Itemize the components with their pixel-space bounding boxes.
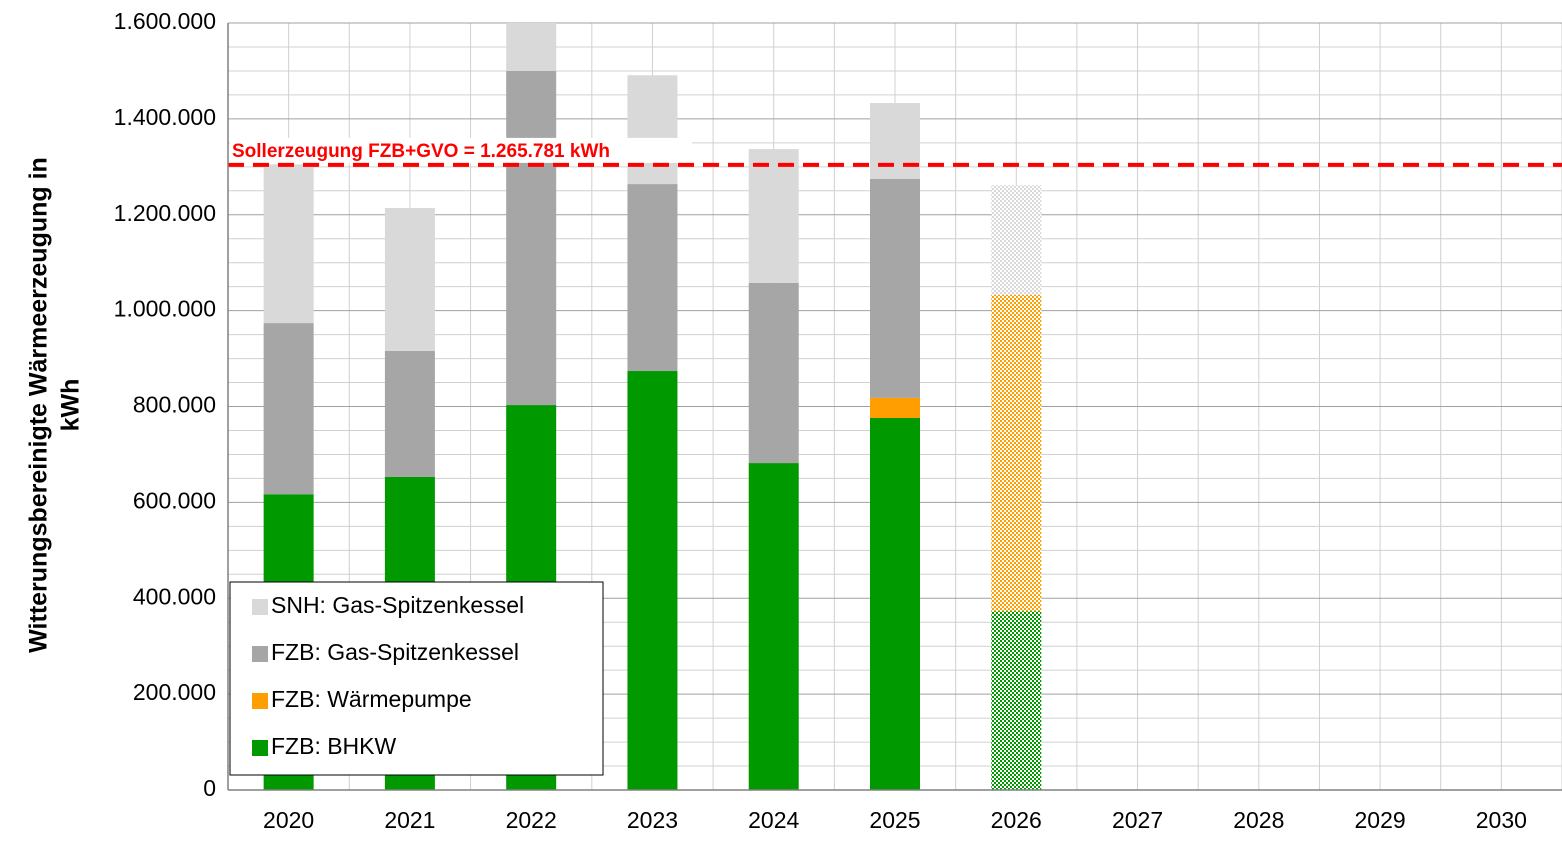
x-tick-label: 2021 xyxy=(384,807,435,833)
bar-segment xyxy=(748,463,799,790)
bar-segment xyxy=(384,350,435,477)
y-tick-label: 1.000.000 xyxy=(114,296,216,322)
bar-segment xyxy=(627,184,678,372)
y-tick-label: 1.600.000 xyxy=(114,8,216,34)
bar-segment xyxy=(870,418,920,790)
x-tick-label: 2024 xyxy=(748,807,799,833)
legend-label: SNH: Gas-Spitzenkessel xyxy=(271,592,524,618)
bar-segment xyxy=(991,185,1042,295)
bar-segment xyxy=(870,397,920,419)
bar-segment xyxy=(991,294,1042,612)
x-tick-label: 2022 xyxy=(506,807,557,833)
legend-label: FZB: Wärmepumpe xyxy=(271,686,472,712)
x-tick-label: 2029 xyxy=(1355,807,1406,833)
legend-swatch xyxy=(252,740,268,756)
legend-swatch xyxy=(252,693,268,709)
y-tick-label: 200.000 xyxy=(133,679,216,705)
bar-segment xyxy=(384,208,435,351)
bar-segment xyxy=(506,23,557,71)
bar-segment xyxy=(263,323,314,495)
x-tick-label: 2026 xyxy=(991,807,1042,833)
legend-box xyxy=(229,581,604,776)
y-tick-label: 1.400.000 xyxy=(114,104,216,130)
x-tick-label: 2028 xyxy=(1233,807,1284,833)
bar-segment xyxy=(748,282,799,464)
bar-segment xyxy=(748,149,799,283)
y-axis-label: kWh xyxy=(57,379,85,432)
legend-swatch xyxy=(252,646,268,662)
bar-segment xyxy=(627,75,678,185)
bar-segment xyxy=(870,103,920,179)
legend-swatch xyxy=(252,599,268,615)
y-tick-label: 800.000 xyxy=(133,392,216,418)
y-axis-label: Witterungsbereinigte Wärmeerzeugung in xyxy=(25,157,53,653)
y-tick-label: 1.200.000 xyxy=(114,200,216,226)
bar-segment xyxy=(870,178,920,398)
reference-label-bg xyxy=(230,137,692,163)
bar-segment xyxy=(627,371,678,790)
bar-segment xyxy=(263,164,314,324)
y-tick-label: 0 xyxy=(203,775,216,801)
reference-label: Sollerzeugung FZB+GVO = 1.265.781 kWh xyxy=(232,141,610,162)
bar-segment xyxy=(991,611,1042,790)
x-tick-label: 2025 xyxy=(869,807,920,833)
x-tick-label: 2030 xyxy=(1476,807,1527,833)
bar-segment xyxy=(506,70,557,406)
x-tick-label: 2027 xyxy=(1112,807,1163,833)
y-tick-label: 600.000 xyxy=(133,487,216,513)
legend-label: FZB: BHKW xyxy=(271,733,397,759)
legend-label: FZB: Gas-Spitzenkessel xyxy=(271,639,519,665)
y-tick-label: 400.000 xyxy=(133,583,216,609)
x-tick-label: 2023 xyxy=(627,807,678,833)
x-tick-label: 2020 xyxy=(263,807,314,833)
